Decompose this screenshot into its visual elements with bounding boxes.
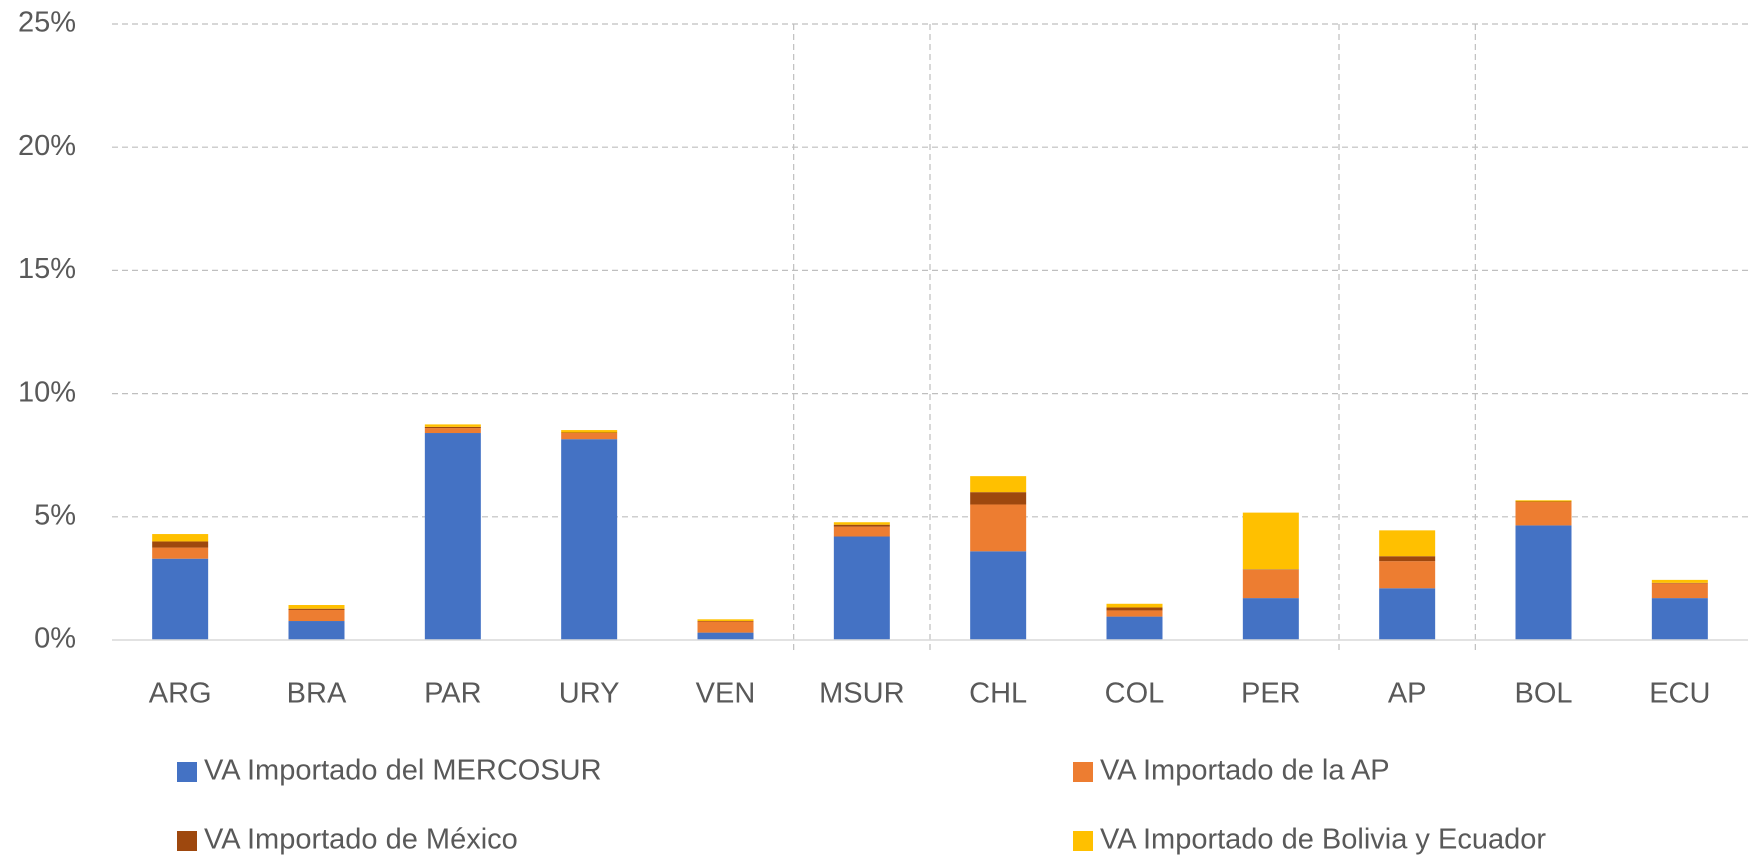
bar-segment	[1106, 616, 1163, 640]
x-tick-label: BRA	[287, 678, 347, 710]
legend-swatch	[177, 831, 197, 851]
bar-segment	[1379, 561, 1436, 589]
legend-label: VA Importado de Bolivia y Ecuador	[1100, 824, 1546, 856]
bar-segment	[1515, 525, 1572, 640]
bar-segment	[970, 504, 1027, 552]
bar-segment	[152, 541, 209, 548]
legend-swatch	[177, 762, 197, 782]
bar-segment	[152, 547, 209, 559]
x-tick-label: MSUR	[819, 678, 904, 710]
bar-segment	[1106, 603, 1163, 608]
bar-segment	[1651, 598, 1708, 640]
legend-swatch	[1073, 831, 1093, 851]
x-tick-label: CHL	[969, 678, 1027, 710]
bar-segment	[1651, 583, 1708, 599]
x-tick-label: VEN	[696, 678, 756, 710]
bar-segment	[1106, 607, 1163, 611]
bar-segment	[1515, 500, 1572, 502]
bar-segment	[424, 426, 481, 429]
bar-segment	[1379, 530, 1436, 557]
legend-swatch	[1073, 762, 1093, 782]
bar-segment	[970, 476, 1027, 493]
legend-label: VA Importado de México	[204, 824, 518, 856]
bar-segment	[697, 621, 754, 633]
bar-segment	[288, 621, 345, 640]
x-tick-label: BOL	[1514, 678, 1572, 710]
bar-segment	[1106, 610, 1163, 617]
bar-segment	[1515, 502, 1572, 526]
bar-segment	[1651, 579, 1708, 583]
bar-segment	[697, 619, 754, 622]
legend-label: VA Importado de la AP	[1100, 755, 1390, 787]
bar-segment	[424, 433, 481, 640]
bar-segment	[424, 424, 481, 427]
bar-segment	[1379, 556, 1436, 562]
y-tick-label: 20%	[18, 130, 76, 162]
bar-segment	[561, 439, 618, 640]
bar-segment	[288, 608, 345, 610]
bar-segment	[561, 433, 618, 440]
y-tick-label: 25%	[18, 7, 76, 39]
bar-segment	[970, 551, 1027, 640]
bar-segment	[833, 524, 890, 527]
x-tick-label: PER	[1241, 678, 1301, 710]
y-tick-label: 10%	[18, 376, 76, 408]
bar-segment	[152, 534, 209, 542]
x-tick-label: PAR	[424, 678, 481, 710]
x-tick-label: URY	[559, 678, 620, 710]
x-tick-label: COL	[1105, 678, 1165, 710]
bar-segment	[152, 558, 209, 640]
bar-segment	[561, 430, 618, 433]
bar-segment	[697, 632, 754, 640]
x-tick-label: ECU	[1649, 678, 1710, 710]
bar-segment	[833, 526, 890, 537]
x-tick-label: ARG	[149, 678, 212, 710]
bar-segment	[1242, 512, 1299, 570]
bar-segment	[288, 609, 345, 622]
bar-segment	[833, 536, 890, 640]
bar-segment	[833, 522, 890, 525]
legend-label: VA Importado del MERCOSUR	[204, 755, 602, 787]
bar-segment	[1242, 569, 1299, 599]
bar-segment	[1379, 588, 1436, 640]
y-tick-label: 15%	[18, 253, 76, 285]
bar-segment	[424, 428, 481, 434]
bar-segment	[1242, 598, 1299, 640]
y-tick-label: 0%	[34, 623, 76, 655]
x-tick-label: AP	[1388, 678, 1427, 710]
bar-segment	[970, 492, 1027, 505]
bar-segment	[288, 605, 345, 609]
y-tick-label: 5%	[34, 499, 76, 531]
